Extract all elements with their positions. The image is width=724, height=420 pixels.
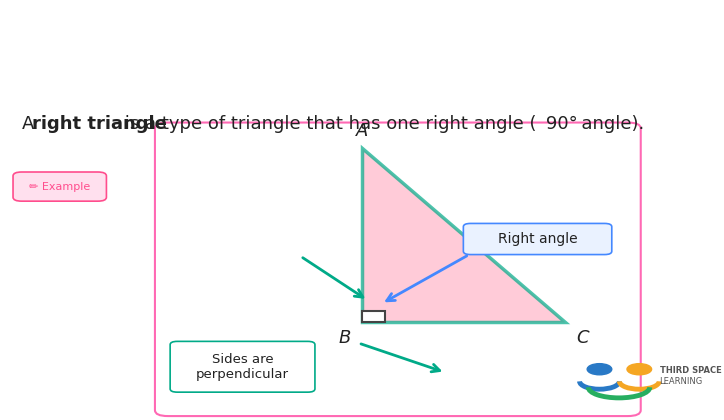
Text: LEARNING: LEARNING	[660, 377, 703, 386]
FancyBboxPatch shape	[155, 123, 641, 416]
Circle shape	[627, 364, 652, 375]
FancyBboxPatch shape	[170, 341, 315, 392]
Text: B: B	[338, 328, 350, 346]
Text: Right Triangle: Right Triangle	[22, 34, 285, 66]
Text: THIRD SPACE: THIRD SPACE	[660, 366, 721, 375]
Text: ✏ Example: ✏ Example	[29, 181, 90, 192]
Polygon shape	[362, 148, 565, 322]
Text: Right angle: Right angle	[498, 232, 577, 246]
Text: A: A	[22, 116, 40, 133]
Text: is a type of triangle that has one right angle (  90° angle).: is a type of triangle that has one right…	[119, 116, 644, 133]
Text: right triangle: right triangle	[32, 116, 167, 133]
Circle shape	[587, 364, 612, 375]
Text: C: C	[576, 328, 589, 346]
Text: A: A	[355, 121, 369, 139]
Text: Sides are
perpendicular: Sides are perpendicular	[196, 353, 289, 381]
FancyBboxPatch shape	[463, 223, 612, 255]
Polygon shape	[362, 311, 385, 322]
FancyBboxPatch shape	[13, 172, 106, 201]
